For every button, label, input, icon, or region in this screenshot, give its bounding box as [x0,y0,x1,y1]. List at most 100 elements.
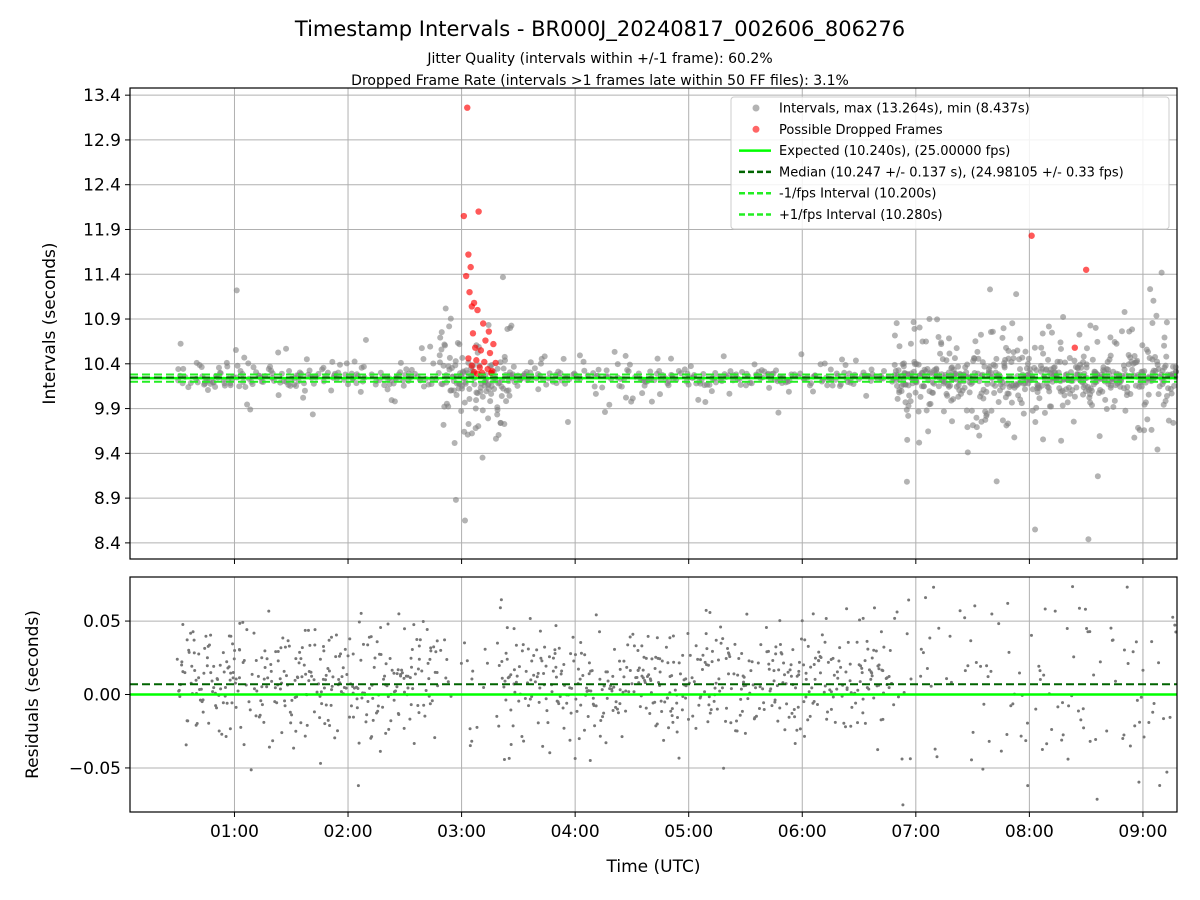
residual-point [497,664,501,668]
interval-point [300,394,307,401]
residual-point [227,665,231,669]
residual-point [669,709,673,713]
residual-point [687,717,691,721]
interval-point [1005,420,1012,427]
dropped-frame-point [468,303,476,310]
residual-point [718,689,722,693]
interval-point [1064,399,1071,406]
dropped-frame-point [467,263,474,271]
dropped-frame-point [492,359,499,367]
residual-point [187,648,191,652]
residual-point [300,675,304,679]
residual-point [283,704,287,708]
residual-point [754,714,758,718]
intervals-panel: 8.4 8.9 9.4 9.9 10.4 10.9 11.4 11.9 12.4 12.9 13.4… [40,86,1180,564]
interval-point [1070,418,1077,425]
residual-point [180,663,184,667]
residual-point [1088,630,1092,634]
residual-point [618,702,622,706]
interval-point [236,383,243,390]
residual-point [632,644,636,648]
residual-point [526,647,530,651]
residual-point [395,685,399,689]
residual-point [797,673,801,677]
residual-point [1007,650,1011,654]
residual-point [1056,705,1060,709]
residual-point [626,643,630,647]
residual-point [726,646,730,650]
interval-point [527,359,534,366]
residual-point [205,664,209,668]
interval-point [430,360,437,367]
residual-point [628,669,632,673]
residual-point [680,708,684,712]
dropped-frame-point [1082,266,1090,273]
interval-point [1036,395,1043,402]
residual-point [1147,721,1151,725]
interval-point [1129,366,1136,373]
residual-point [653,700,657,704]
interval-point [1141,427,1148,434]
interval-point [1058,437,1065,444]
residual-point [365,713,369,717]
residual-point [327,669,331,673]
interval-point [446,354,453,361]
interval-point [891,361,898,368]
residual-point [974,660,978,664]
residual-point [340,675,344,679]
residual-point [379,626,383,630]
interval-point [629,395,636,402]
residual-point [180,660,184,664]
residual-point [432,645,436,649]
residual-point [520,734,524,738]
residual-point [832,673,836,677]
interval-point [537,360,544,367]
residual-point [1162,717,1166,721]
residual-point [1088,739,1092,743]
residual-point [1158,784,1162,788]
residual-point [334,655,338,659]
interval-point [837,381,844,388]
dropped-frame-point [482,337,489,344]
residual-point [228,678,232,682]
interval-point [440,362,447,369]
residual-point [945,677,949,681]
residual-point [877,663,881,667]
interval-point [929,389,936,396]
residual-point [666,661,670,665]
interval-point [503,398,510,405]
residual-point [550,690,554,694]
residual-point [318,657,322,661]
residual-point [709,708,713,712]
residual-point [769,687,773,691]
interval-point [466,396,473,403]
interval-point [353,380,360,387]
interval-point [453,392,460,399]
residual-point [860,666,864,670]
residual-point [533,680,537,684]
interval-point [204,387,211,394]
residual-point [798,727,802,731]
interval-point [328,387,335,394]
residual-point [284,674,288,678]
interval-point [915,408,922,415]
interval-point [839,356,846,363]
residual-point [1128,744,1132,748]
interval-point [1170,419,1177,426]
residual-point [439,648,443,652]
residual-point [514,680,518,684]
interval-point [648,398,655,405]
interval-point [1154,446,1161,453]
residual-point [579,640,583,644]
interval-point [702,398,709,405]
interval-point [947,382,954,389]
interval-point [916,439,923,446]
residual-point [858,618,862,622]
residual-point [698,658,702,662]
residual-point [217,729,221,733]
residual-point [589,689,593,693]
residual-point [406,686,410,690]
interval-point [241,354,248,361]
interval-point [1018,400,1025,407]
residual-point [415,637,419,641]
